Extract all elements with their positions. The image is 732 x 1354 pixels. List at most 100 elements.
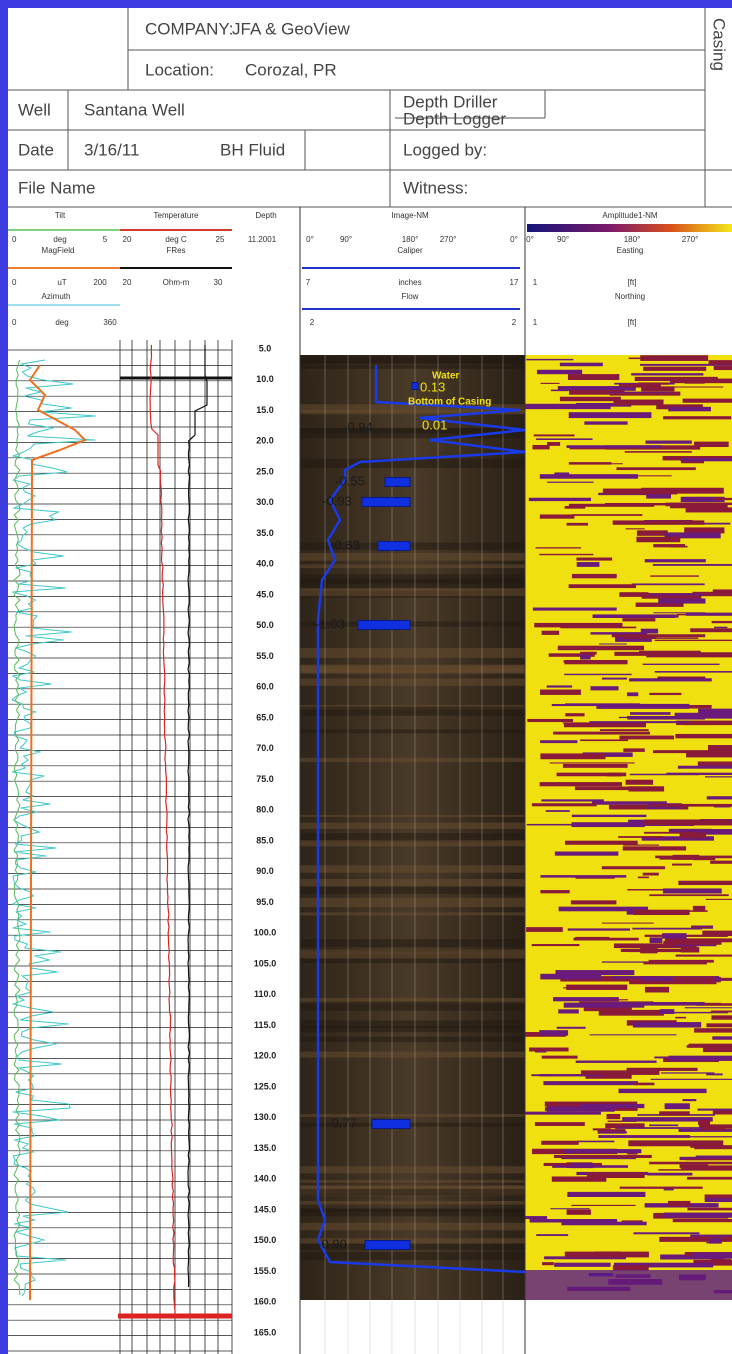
amplitude-streak [677,765,732,769]
amplitude-streak [644,559,706,563]
depth-label: 35.0 [256,528,274,538]
image-band [300,621,525,627]
amplitude-streak [557,386,636,391]
track-header-label: Depth [255,211,276,220]
amplitude-streak [664,1212,732,1218]
amplitude-streak [654,639,732,642]
amplitude-streak [598,1009,664,1016]
amplitude-streak [580,1070,660,1075]
location: Corozal, PR [245,60,337,79]
flow-label: 0.01 [422,417,447,432]
date-label: Date [18,140,54,159]
amplitude-streak [657,1136,732,1138]
amplitude-streak [631,373,704,376]
well: Santana Well [84,100,185,119]
amplitude-streak [692,905,706,911]
amplitude-streak [663,416,732,420]
image-band [300,1036,525,1043]
amplitude-streak [712,1036,732,1040]
amplitude-streak [710,1010,732,1013]
amplitude-streak [640,628,659,634]
amplitude-streak [666,772,732,775]
amplitude-streak [692,1252,732,1258]
track-header-label: 20 [123,278,132,287]
image-band [300,706,525,716]
amplitude-streak [649,894,729,897]
tilt-curve [13,359,21,1296]
amplitude-streak [695,1155,732,1160]
depth-label: 160.0 [254,1297,277,1307]
amplitude-streak [566,445,662,449]
depth-label: 105.0 [254,958,277,968]
amplitude-streak [632,927,703,930]
flow-label: -0.93 [322,493,352,508]
amplitude-streak [557,645,645,651]
image-band [300,997,525,1004]
depth-label: 65.0 [256,712,274,722]
amplitude-streak [596,703,690,709]
image-band [300,1222,525,1231]
amplitude-streak [576,562,600,567]
amplitude-streak [670,502,728,509]
amplitude-streak [629,712,671,715]
track-header-label: Temperature [154,211,199,220]
amplitude-streak [705,898,732,900]
image-band [300,897,525,908]
amplitude-streak [548,653,595,657]
amplitude-streak [682,398,732,403]
amplitude-streak [712,589,732,593]
image-band [300,1122,525,1127]
amplitude-streak [714,626,728,629]
amplitude-streak [694,1146,732,1150]
depth-label: 15.0 [256,405,274,415]
track-header-label: FRes [166,246,185,255]
track-header-label: 180° [624,235,641,244]
amplitude-streak [539,782,622,787]
amplitude-streak [625,528,645,530]
amplitude-streak [653,612,706,614]
depth-label: 100.0 [254,928,277,938]
amplitude-streak [612,1265,649,1271]
depth-label: 145.0 [254,1204,277,1214]
amplitude-streak [589,721,690,724]
track-header-label: 0° [510,235,518,244]
amplitude-streak [534,1122,585,1126]
depth-label: 50.0 [256,620,274,630]
amplitude-streak [634,1082,655,1086]
amplitude-streak [569,446,638,450]
depth-label: 125.0 [254,1081,277,1091]
amplitude-streak [565,703,641,706]
amplitude-streak [583,1007,632,1012]
amplitude-streak [636,530,668,536]
amplitude-streak [606,1113,621,1120]
amplitude-streak [709,1238,722,1244]
track-header-label: 17 [510,278,519,287]
casing: Casing [710,18,729,71]
amplitude-streak [653,750,732,754]
flow-bar [357,620,411,630]
amplitude-streak [641,487,724,494]
amplitude-streak [572,514,643,516]
amplitude-streak [712,1110,732,1115]
depth-label: 85.0 [256,835,274,845]
amplitude-streak [564,840,638,845]
depth-label: 20.0 [256,436,274,446]
magfield-curve [28,364,87,1301]
flow-label: -0.55 [335,473,365,488]
fres-curve [187,345,208,1288]
depth-label: 135.0 [254,1143,277,1153]
amplitude-streak [619,592,649,597]
amplitude-streak [706,796,732,800]
depth-label: 40.0 [256,559,274,569]
amplitude-streak [706,1023,732,1028]
amplitude-streak [601,866,666,870]
depth-label: 25.0 [256,466,274,476]
image-band [300,840,525,847]
depth-logger: Depth Logger [403,109,506,128]
amplitude-streak [606,391,670,393]
track-header-label: [ft] [628,278,637,287]
image-band [300,949,525,959]
location-label: Location: [145,60,214,79]
amplitude-streak [564,505,586,509]
depth-label: 150.0 [254,1235,277,1245]
